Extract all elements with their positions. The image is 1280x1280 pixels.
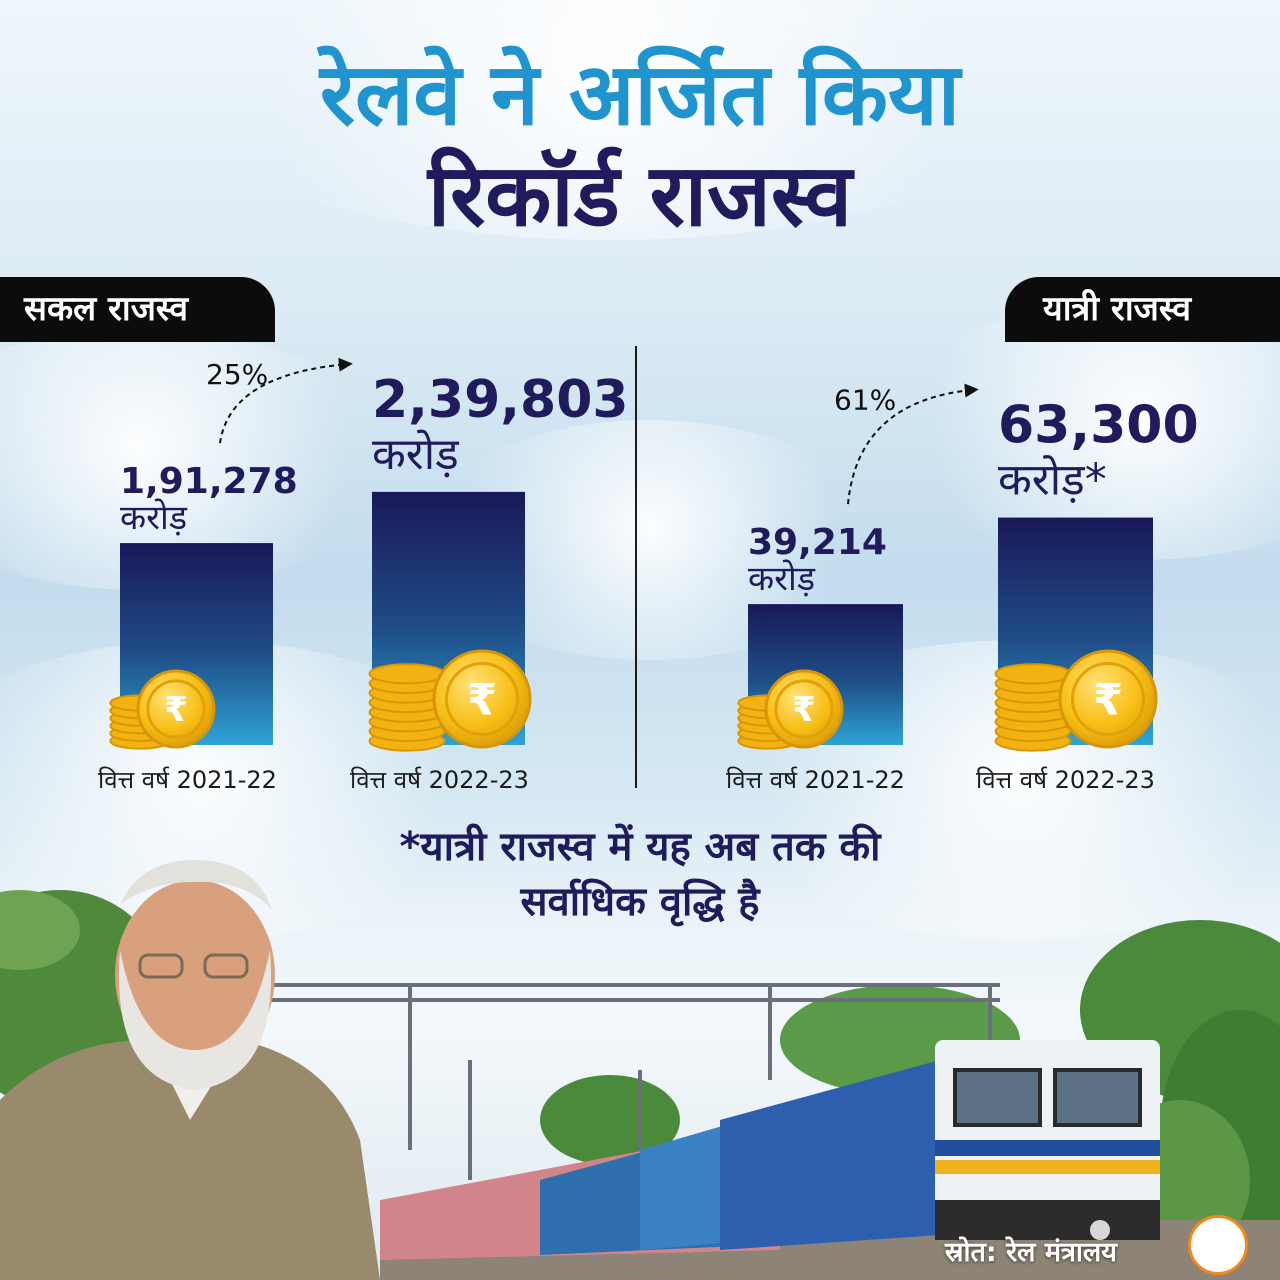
rupee-icon: ₹ — [467, 675, 497, 725]
category-label: वित्त वर्ष 2022-23 — [350, 766, 529, 794]
unit-label: करोड़ — [120, 498, 188, 538]
coin-rim — [774, 679, 834, 739]
title-line-2: रिकॉर्ड राजस्व — [427, 146, 853, 247]
locomotive — [720, 1040, 1160, 1250]
person-figure — [0, 860, 380, 1280]
footnote-line-2: सर्वाधिक वृद्धि है — [520, 879, 760, 926]
value-label: 39,214 — [748, 522, 887, 563]
coin-rim — [1070, 661, 1146, 737]
value-label: 63,300 — [998, 396, 1199, 456]
coin-stack: ₹ — [994, 649, 1158, 752]
footnote-line-1: *यात्री राजस्व में यह अब तक की — [399, 824, 881, 870]
coin-stack: ₹ — [737, 669, 844, 750]
category-label: वित्त वर्ष 2021-22 — [726, 766, 905, 794]
coin-stack-layer — [994, 663, 1072, 685]
overhead-gantry — [265, 983, 1000, 1180]
title-line-1: रेलवे ने अर्जित किया — [319, 45, 961, 145]
coin — [432, 649, 532, 749]
cloud — [880, 300, 1280, 560]
growth-arrow — [847, 383, 979, 505]
unit-label: करोड़ — [372, 429, 459, 480]
growth-arrow — [219, 357, 353, 444]
value-label: 1,91,278 — [120, 461, 298, 502]
coin — [1058, 649, 1158, 749]
coin-rim — [146, 679, 206, 739]
rupee-icon: ₹ — [164, 690, 188, 730]
coin-stack: ₹ — [109, 669, 216, 750]
value-label: 2,39,803 — [372, 370, 629, 430]
panel-tag-gross-revenue: सकल राजस्व — [0, 277, 275, 342]
growth-label: 25% — [206, 358, 268, 391]
page-title: रेलवे ने अर्जित किया रिकॉर्ड राजस्व — [0, 45, 1280, 248]
lotus-logo-icon — [1188, 1215, 1248, 1275]
footnote: *यात्री राजस्व में यह अब तक की सर्वाधिक … — [0, 820, 1280, 930]
category-label: वित्त वर्ष 2022-23 — [976, 766, 1155, 794]
coin-stack-layer — [368, 663, 446, 685]
coin-rim — [444, 661, 520, 737]
unit-label: करोड़* — [998, 455, 1107, 506]
rupee-icon: ₹ — [1093, 675, 1123, 725]
source-credit: स्रोत: रेल मंत्रालय — [945, 1237, 1117, 1268]
rupee-icon: ₹ — [792, 690, 816, 730]
growth-label: 61% — [834, 384, 896, 417]
panel-tag-passenger-revenue: यात्री राजस्व — [1005, 277, 1280, 342]
category-label: वित्त वर्ष 2021-22 — [98, 766, 277, 794]
coin-stack: ₹ — [368, 649, 532, 752]
unit-label: करोड़ — [748, 559, 816, 599]
panel-divider — [635, 346, 637, 788]
